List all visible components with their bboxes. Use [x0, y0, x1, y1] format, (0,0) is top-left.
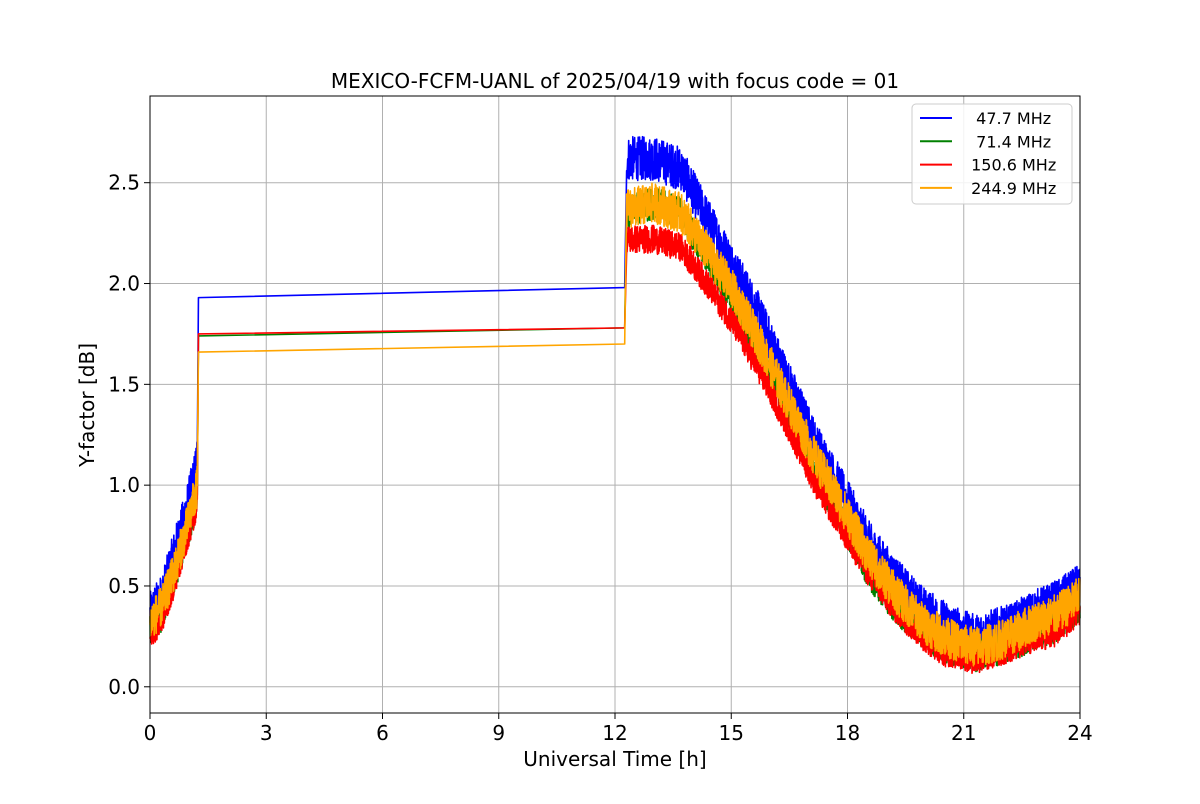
x-tick-label: 9: [492, 721, 505, 745]
x-tick-label: 18: [835, 721, 860, 745]
y-tick-label: 2.5: [108, 171, 140, 195]
y-tick-label: 1.5: [108, 372, 140, 396]
x-tick-label: 21: [951, 721, 976, 745]
x-tick-label: 15: [719, 721, 744, 745]
x-axis-label: Universal Time [h]: [523, 747, 706, 771]
y-tick-label: 1.0: [108, 473, 140, 497]
axis-ticks: 0 3 6 9 12 15 18 21 24 0.0 0.5 1.0 1.5 2.0 2.5: [108, 171, 1093, 745]
series-line-3: [149, 182, 1081, 667]
data-series: [149, 135, 1081, 675]
y-tick-label: 0.0: [108, 675, 140, 699]
x-tick-label: 12: [602, 721, 627, 745]
x-tick-label: 6: [376, 721, 389, 745]
y-tick-label: 0.5: [108, 574, 140, 598]
y-axis-label: Y-factor [dB]: [75, 343, 99, 468]
legend-label: 47.7 MHz: [966, 109, 1051, 128]
legend-label: 71.4 MHz: [966, 132, 1051, 151]
x-tick-label: 24: [1067, 721, 1092, 745]
y-tick-label: 2.0: [108, 272, 140, 296]
legend: 47.7 MHz 71.4 MHz 150.6 MHz 244.9 MHz: [911, 103, 1073, 205]
legend-label: 150.6 MHz: [966, 156, 1056, 175]
series-line-0: [149, 135, 1081, 659]
series-line-2: [149, 224, 1081, 675]
chart-title: MEXICO-FCFM-UANL of 2025/04/19 with focu…: [331, 69, 899, 93]
x-tick-label: 3: [260, 721, 273, 745]
legend-label: 244.9 MHz: [966, 179, 1056, 198]
legend-box: [911, 103, 1073, 205]
x-tick-label: 0: [144, 721, 157, 745]
